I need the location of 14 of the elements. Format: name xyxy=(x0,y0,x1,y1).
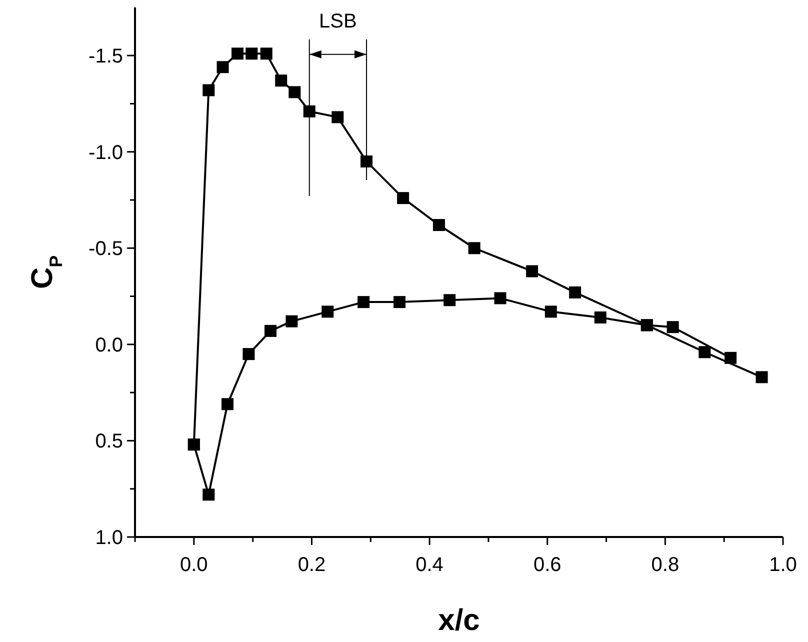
y-tick-label: 0.5 xyxy=(95,430,123,453)
x-axis-title: x/c xyxy=(438,604,480,637)
x-tick-label: 1.0 xyxy=(769,554,797,576)
x-tick-label: 0.6 xyxy=(533,554,562,576)
x-tick-label: 0.0 xyxy=(180,554,208,576)
x-tick-label: 0.4 xyxy=(416,554,444,576)
x-tick-label: 0.8 xyxy=(651,554,680,576)
x-tick-label: 0.2 xyxy=(298,554,326,576)
y-tick-label: 0.0 xyxy=(95,334,123,356)
y-tick-label: 1.0 xyxy=(95,527,123,549)
y-tick-label: -1.0 xyxy=(88,142,123,164)
annotation: LSB xyxy=(319,10,357,32)
y-tick-label: -1.5 xyxy=(88,46,123,68)
y-tick-label: -0.5 xyxy=(88,238,123,260)
